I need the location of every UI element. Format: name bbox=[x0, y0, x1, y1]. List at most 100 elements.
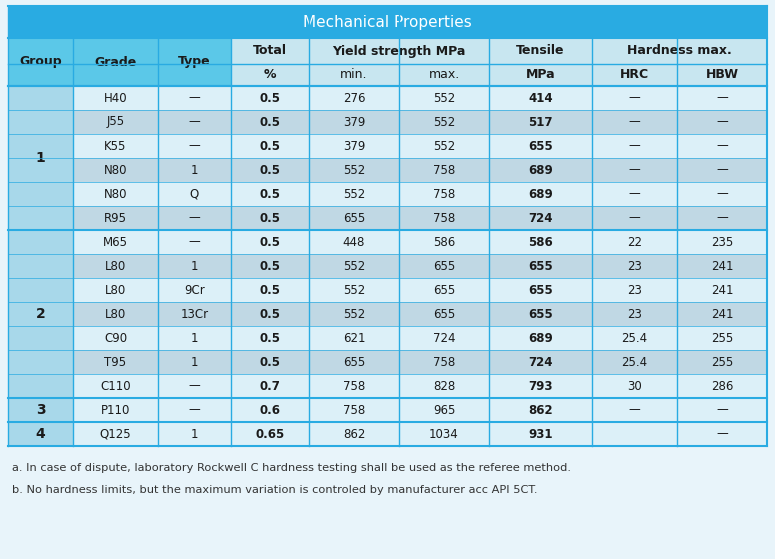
Text: —: — bbox=[188, 235, 201, 249]
Bar bbox=[73, 134, 767, 158]
Text: —: — bbox=[188, 404, 201, 416]
Bar bbox=[73, 254, 767, 278]
Text: 2: 2 bbox=[36, 307, 46, 321]
Text: min.: min. bbox=[340, 69, 368, 82]
Text: 23: 23 bbox=[627, 283, 642, 296]
Text: 758: 758 bbox=[433, 187, 455, 201]
Text: P110: P110 bbox=[101, 404, 130, 416]
Text: b. No hardness limits, but the maximum variation is controled by manufacturer ac: b. No hardness limits, but the maximum v… bbox=[12, 485, 538, 495]
Text: 255: 255 bbox=[711, 356, 733, 368]
Text: 0.5: 0.5 bbox=[260, 187, 281, 201]
Text: T95: T95 bbox=[105, 356, 126, 368]
Text: —: — bbox=[716, 428, 728, 440]
Text: 0.5: 0.5 bbox=[260, 235, 281, 249]
Bar bbox=[592, 38, 767, 64]
Text: 931: 931 bbox=[529, 428, 553, 440]
Text: 0.5: 0.5 bbox=[260, 116, 281, 129]
Bar bbox=[73, 374, 767, 398]
Text: K55: K55 bbox=[105, 140, 126, 153]
Bar bbox=[73, 278, 767, 302]
Bar bbox=[73, 206, 767, 230]
Text: 0.5: 0.5 bbox=[260, 307, 281, 320]
Text: HRC: HRC bbox=[620, 69, 649, 82]
Bar bbox=[73, 38, 158, 86]
Bar bbox=[73, 86, 767, 110]
Text: —: — bbox=[716, 92, 728, 105]
Text: max.: max. bbox=[429, 69, 460, 82]
Bar bbox=[73, 182, 767, 206]
Text: 0.5: 0.5 bbox=[260, 356, 281, 368]
Text: 255: 255 bbox=[711, 331, 733, 344]
Bar bbox=[8, 158, 73, 182]
Text: 586: 586 bbox=[433, 235, 455, 249]
Text: —: — bbox=[716, 211, 728, 225]
Text: 0.7: 0.7 bbox=[260, 380, 281, 392]
Text: —: — bbox=[716, 163, 728, 177]
Text: C110: C110 bbox=[100, 380, 131, 392]
Bar bbox=[8, 206, 73, 230]
Text: 414: 414 bbox=[529, 92, 553, 105]
Text: —: — bbox=[716, 187, 728, 201]
Text: 655: 655 bbox=[433, 283, 455, 296]
Text: 621: 621 bbox=[343, 331, 365, 344]
Text: Hardness max.: Hardness max. bbox=[627, 45, 732, 58]
Bar bbox=[73, 422, 767, 446]
Text: 828: 828 bbox=[433, 380, 455, 392]
Bar bbox=[73, 302, 767, 326]
Bar bbox=[8, 182, 73, 206]
Text: 448: 448 bbox=[343, 235, 365, 249]
Text: 724: 724 bbox=[432, 331, 455, 344]
Text: 379: 379 bbox=[343, 116, 365, 129]
Text: L80: L80 bbox=[105, 283, 126, 296]
Text: 1: 1 bbox=[191, 428, 198, 440]
Text: Group: Group bbox=[19, 55, 62, 69]
Bar bbox=[8, 398, 73, 422]
Bar bbox=[73, 230, 767, 254]
Text: J55: J55 bbox=[106, 116, 125, 129]
Text: 758: 758 bbox=[343, 404, 365, 416]
Text: 552: 552 bbox=[343, 163, 365, 177]
Text: HBW: HBW bbox=[705, 69, 739, 82]
Text: —: — bbox=[629, 211, 640, 225]
Bar bbox=[8, 134, 73, 158]
Bar bbox=[8, 86, 73, 110]
Text: 1: 1 bbox=[191, 331, 198, 344]
Text: 862: 862 bbox=[529, 404, 553, 416]
Bar bbox=[489, 64, 592, 86]
Text: a. In case of dispute, laboratory Rockwell C hardness testing shall be used as t: a. In case of dispute, laboratory Rockwe… bbox=[12, 463, 571, 473]
Text: 235: 235 bbox=[711, 235, 733, 249]
Text: 1: 1 bbox=[191, 163, 198, 177]
Text: —: — bbox=[716, 116, 728, 129]
Text: 22: 22 bbox=[627, 235, 642, 249]
Bar bbox=[8, 350, 73, 374]
Text: —: — bbox=[629, 187, 640, 201]
Bar bbox=[73, 398, 767, 422]
Bar bbox=[8, 254, 73, 278]
Text: 655: 655 bbox=[433, 307, 455, 320]
Text: 4: 4 bbox=[36, 427, 46, 441]
Text: —: — bbox=[188, 380, 201, 392]
Text: Total: Total bbox=[253, 45, 287, 58]
Bar bbox=[73, 326, 767, 350]
Text: 3: 3 bbox=[36, 403, 45, 417]
Text: 552: 552 bbox=[343, 187, 365, 201]
Text: 655: 655 bbox=[528, 283, 553, 296]
Text: 793: 793 bbox=[529, 380, 553, 392]
Text: —: — bbox=[188, 211, 201, 225]
Bar bbox=[8, 278, 73, 302]
Text: Q: Q bbox=[190, 187, 199, 201]
Bar bbox=[73, 350, 767, 374]
Text: 0.6: 0.6 bbox=[260, 404, 281, 416]
Text: 965: 965 bbox=[432, 404, 455, 416]
Text: —: — bbox=[629, 163, 640, 177]
Text: 23: 23 bbox=[627, 259, 642, 272]
Text: 286: 286 bbox=[711, 380, 733, 392]
Bar bbox=[8, 302, 73, 326]
Text: —: — bbox=[629, 140, 640, 153]
Text: 1: 1 bbox=[191, 259, 198, 272]
Text: 655: 655 bbox=[528, 259, 553, 272]
Text: R95: R95 bbox=[104, 211, 127, 225]
Text: Q125: Q125 bbox=[100, 428, 131, 440]
Bar bbox=[158, 38, 231, 86]
Text: 724: 724 bbox=[529, 356, 553, 368]
